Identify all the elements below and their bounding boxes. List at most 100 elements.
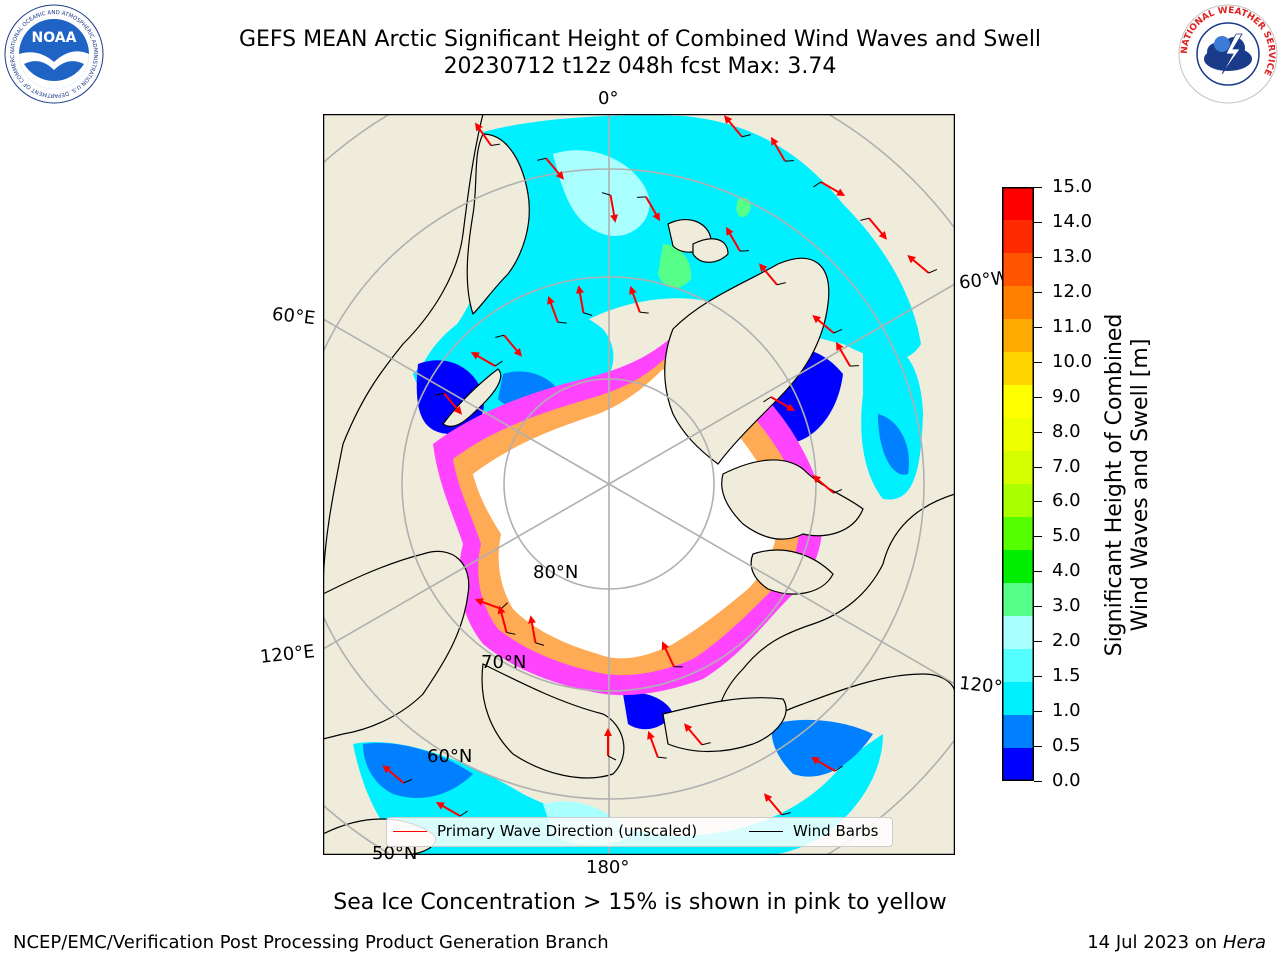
wave-arrows (382, 115, 938, 817)
colorbar-tick-mark (1034, 187, 1042, 188)
colorbar-bin (1002, 550, 1034, 584)
greenland (664, 257, 830, 465)
colorbar-bin (1002, 418, 1034, 452)
colorbar-tick-mark (1034, 396, 1042, 398)
colorbar-tick-mark (1034, 746, 1042, 748)
graticule (323, 114, 955, 855)
norwegian-sea-light (553, 150, 650, 236)
colorbar-bin (1002, 451, 1034, 485)
wave-arrow (764, 793, 791, 816)
gulf-of-alaska (771, 719, 873, 777)
colorbar-tick-mark (1034, 466, 1042, 468)
polar-map: 80°N 70°N 60°N (323, 114, 955, 855)
wave-arrow (547, 295, 567, 324)
colorbar-tick-label: 0.5 (1052, 735, 1081, 757)
wave-arrow (860, 217, 887, 240)
footer-date-text: 14 Jul 2023 on (1087, 932, 1223, 953)
noaa-logo: NOAA NATIONAL OCEANIC AND ATMOSPHERIC AD… (4, 4, 104, 104)
colorbar-tick-label: 13.0 (1052, 245, 1093, 267)
colorbar-tick-label: 5.0 (1052, 525, 1081, 547)
eurasia-west (323, 114, 484, 595)
wave-arrow (836, 341, 859, 367)
colorbar-bin (1002, 748, 1034, 781)
wave-arrow (647, 730, 667, 759)
hudson-strait (878, 414, 909, 475)
wave-arrow (435, 392, 462, 415)
okhotsk-sea (363, 743, 473, 798)
nws-logo: NATIONAL WEATHER SERVICE (1178, 4, 1278, 104)
colorbar-tick-mark (1034, 501, 1042, 503)
legend-barbs-line (749, 830, 783, 832)
colorbar-tick-mark (1034, 676, 1042, 678)
wave-arrow (810, 757, 843, 772)
footer-credit: NCEP/EMC/Verification Post Processing Pr… (13, 932, 609, 953)
colorbar-tick-mark (1034, 711, 1042, 713)
wave-arrow (684, 723, 711, 746)
wave-arrow (763, 396, 796, 411)
wave-arrow (726, 226, 749, 252)
scandinavia (466, 133, 530, 316)
colorbar-tick-mark (1034, 641, 1042, 643)
meridian-60w (608, 283, 955, 485)
colorbar-tick-mark (1034, 326, 1042, 328)
colorbar-bin (1002, 220, 1034, 254)
colorbar-tick-mark (1034, 221, 1042, 223)
colorbar-tick-label: 6.0 (1052, 490, 1081, 512)
sea-ice-note: Sea Ice Concentration > 15% is shown in … (333, 890, 947, 915)
wave-arrow (724, 115, 751, 138)
colorbar-bin (1002, 385, 1034, 419)
colorbar-tick-mark (1034, 536, 1042, 538)
colorbar-bin (1002, 352, 1034, 386)
wave-arrow (759, 263, 786, 286)
colorbar-tick-label: 3.0 (1052, 595, 1081, 617)
colorbar-tick-label: 11.0 (1052, 315, 1093, 337)
legend-wave-label: Primary Wave Direction (unscaled) (437, 822, 698, 840)
wave-arrow (771, 136, 794, 162)
lat-label-80n: 80°N (533, 562, 578, 583)
colorbar-tick-label: 8.0 (1052, 420, 1081, 442)
colorbar-tick-label: 10.0 (1052, 350, 1093, 372)
colorbar-tick-mark (1034, 606, 1042, 608)
colorbar-bin (1002, 319, 1034, 353)
map-frame (323, 114, 955, 855)
legend-wave-line (393, 830, 427, 832)
wave-arrow (528, 615, 545, 646)
lon-label-180: 180° (586, 857, 630, 878)
wave-arrow (497, 605, 516, 635)
lon-label-120e: 120°E (259, 641, 316, 668)
colorbar-tick-mark (1034, 291, 1042, 293)
noaa-logo-text: NOAA (32, 30, 77, 46)
wave-arrow (661, 641, 683, 668)
meridian-120e (323, 483, 610, 650)
colorbar-bin (1002, 715, 1034, 749)
colorbar-bin (1002, 286, 1034, 320)
colorbar-tick-mark (1034, 781, 1042, 782)
legend-barbs-label: Wind Barbs (793, 822, 879, 840)
canadian-archipelago (721, 459, 864, 540)
colorbar-label-line1: Significant Height of Combined (1102, 313, 1127, 657)
wave-arrow (474, 598, 508, 610)
arctic-island-1 (750, 549, 834, 595)
iceland (692, 238, 729, 263)
colorbar-tick-label: 2.0 (1052, 630, 1081, 652)
wave-arrow (495, 334, 522, 357)
colorbar-tick-label: 0.0 (1052, 770, 1081, 791)
wave-arrow (474, 122, 500, 147)
colorbar-label-line2: Wind Waves and Swell [m] (1128, 338, 1153, 632)
siberia (323, 550, 470, 740)
legend-item-barbs: Wind Barbs (749, 822, 878, 840)
wave-arrow (629, 285, 649, 314)
land-masses (323, 114, 955, 855)
wave-arrow (812, 315, 843, 334)
wave-arrow (907, 255, 938, 274)
colorbar-tick-label: 1.0 (1052, 700, 1081, 722)
wave-arrow (604, 728, 617, 761)
legend: Primary Wave Direction (unscaled) Wind B… (386, 817, 893, 847)
colorbar-tick-label: 15.0 (1052, 176, 1093, 197)
wave-arrow (382, 765, 413, 784)
wave-arrow (601, 192, 618, 223)
colorbar-tick-label: 14.0 (1052, 210, 1093, 232)
colorbar-tick-mark (1034, 361, 1042, 363)
lat-label-60n: 60°N (427, 746, 472, 767)
colorbar-tick-mark (1034, 571, 1042, 573)
